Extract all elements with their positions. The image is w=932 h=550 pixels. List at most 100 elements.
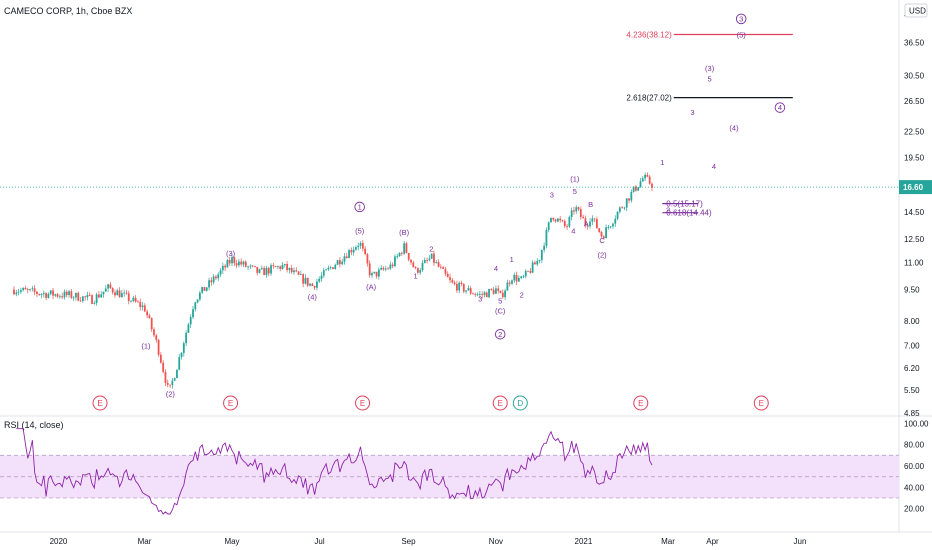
candle-body [104,288,107,292]
candle-body [508,282,511,284]
time-axis[interactable]: 2020 Mar May Jul Sep Nov 2021 Mar Apr Jun [50,537,807,546]
candle-body [352,249,355,253]
wave-label: 3 [690,108,694,117]
candle-body [355,247,357,250]
candle-body [26,289,29,291]
candle-body [423,260,426,263]
candle-body [327,267,330,270]
event-marker-circle [633,395,649,411]
event-marker-label: E [638,399,643,408]
candle-body [554,219,557,222]
wave-label: (5) [737,30,747,39]
candle-body [527,270,529,272]
candle-body [297,271,300,275]
price-axis[interactable]: 42.5036.5030.5026.5022.5019.5016.6014.50… [899,10,932,418]
candle-body [127,293,130,302]
candle-body [591,218,594,222]
candle-body [95,294,98,304]
price-tick-label: 36.50 [904,38,925,47]
candle-body [609,226,612,228]
rsi-axis[interactable]: 100.00 80.00 60.00 40.00 20.00 [904,419,929,513]
candle-body [208,280,210,288]
event-marker-circle [492,395,508,411]
wave-circle-label: 4 [778,103,782,112]
candle-body [433,253,435,263]
candle-body [281,265,284,269]
fib-label: 4.236(38.12) [626,30,672,39]
fib-label: 0.5(15.17) [666,200,703,209]
event-marker-circle [753,395,769,411]
wave-label: 4 [712,162,716,171]
candle-body [107,284,109,289]
candle-body [61,296,64,298]
candle-body [621,207,624,209]
rsi-layer [16,428,653,515]
candle-body [598,228,601,232]
candle-body [228,260,231,264]
event-marker-circle [92,395,108,411]
candle-body [442,267,445,269]
candle-body [504,290,507,298]
candle-body [536,261,539,265]
candle-body [205,287,208,291]
candle-body [630,191,633,201]
event-marker-label: E [360,399,365,408]
candle-body [373,271,376,274]
wave-circle [774,102,786,113]
candle-body [231,257,233,264]
candle-body [123,292,126,294]
candle-body [185,332,188,344]
candle-body [400,252,403,254]
candle-body [467,288,470,291]
candle-body [529,271,532,273]
candle-body [249,265,252,267]
candle-body [15,292,18,295]
event-marker-circle [223,395,239,411]
candle-body [361,243,364,249]
candle-body [19,290,22,292]
wave-label: A [584,219,589,228]
candle-body [616,211,619,219]
candle-body [531,262,534,273]
candle-body [350,250,353,253]
rsi-tick-label: 100.00 [904,419,929,428]
currency-label: USD [909,7,926,16]
time-tick-label: Nov [489,537,503,546]
candle-body [210,280,213,283]
candle-body [625,198,628,208]
wave-label: 5 [708,75,712,84]
wave-label: (C) [495,306,506,315]
currency-badge[interactable] [904,3,928,18]
candle-body [584,218,587,226]
candle-body [118,290,121,298]
candle-body [478,294,481,296]
time-tick-label: Mar [138,537,152,546]
candle-body [430,253,433,259]
candle-body [566,226,568,227]
candle-body [417,268,419,273]
candle-body [547,222,550,230]
rsi-tick-label: 20.00 [904,505,925,514]
rsi-band-layer [0,454,899,499]
candle-body [403,243,406,254]
candle-body [371,273,373,276]
price-tick-label: 22.50 [904,127,925,136]
candle-body [579,209,582,217]
wave-label: 5 [498,297,502,306]
candle-body [320,275,323,279]
candle-body [38,294,41,295]
candle-body [481,294,484,296]
candle-body [201,287,204,293]
candle-body [288,267,291,271]
candle-body [33,288,36,292]
candle-body [134,297,137,302]
candle-body [543,245,546,250]
candle-body [398,252,401,257]
candle-body [577,207,580,210]
candle-body [290,267,293,273]
candle-body [226,260,229,268]
candle-body [58,296,61,298]
event-marker-label: E [759,399,764,408]
wave-label: 2 [520,290,524,299]
